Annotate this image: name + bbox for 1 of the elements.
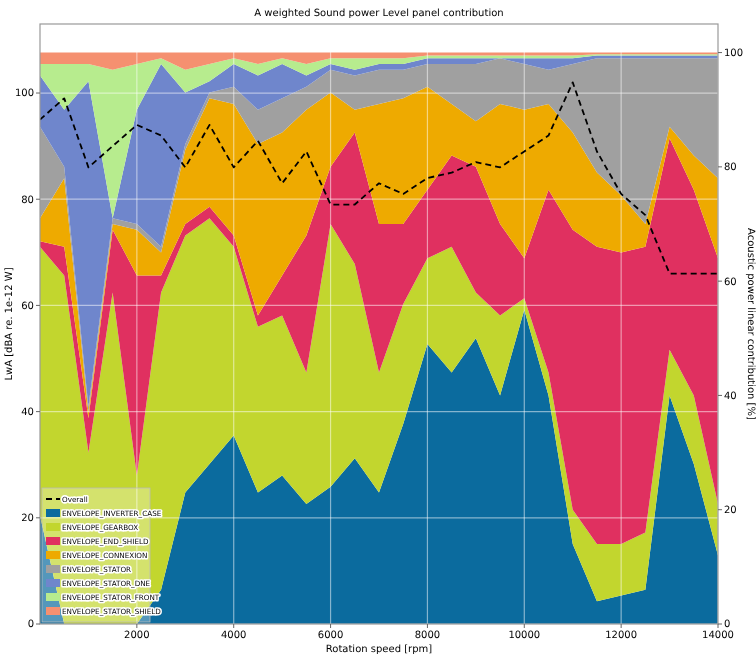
- line-series: [40, 81, 718, 275]
